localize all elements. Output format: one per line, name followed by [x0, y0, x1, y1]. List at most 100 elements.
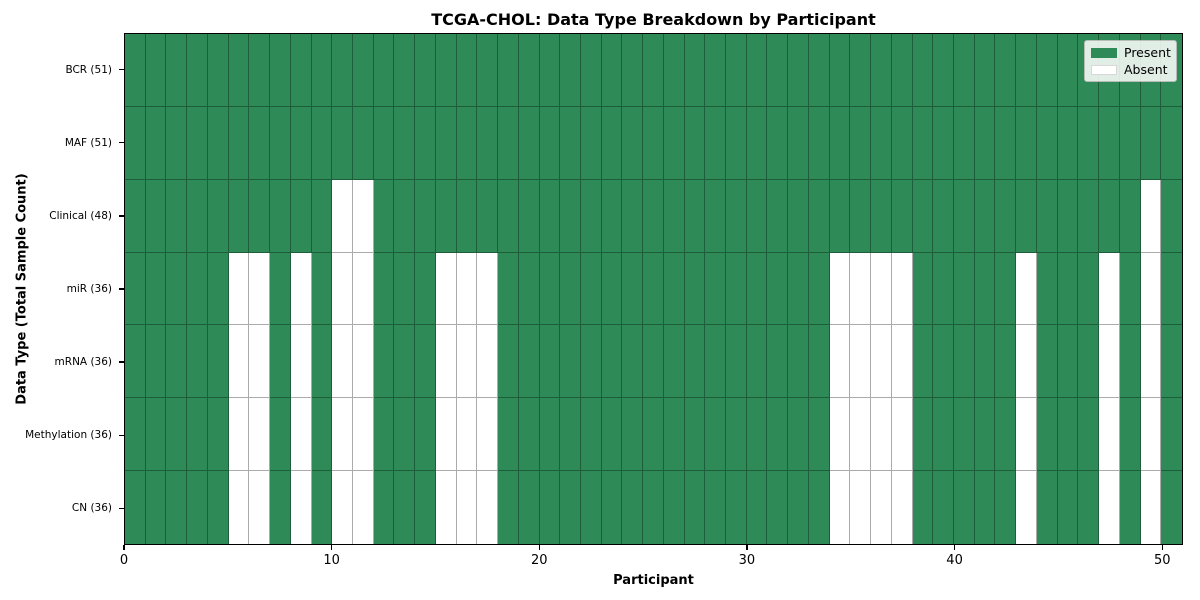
matrix-cell-Clinical-50: [1161, 179, 1182, 253]
matrix-cell-mRNA-41: [974, 325, 996, 399]
matrix-cell-BCR-39: [933, 34, 955, 107]
legend: Present Absent: [1084, 40, 1177, 82]
matrix-cell-Methylation-4: [207, 398, 229, 472]
matrix-cell-Clinical-45: [1057, 179, 1079, 253]
matrix-cell-miR-2: [166, 252, 188, 326]
matrix-cell-mRNA-23: [601, 325, 623, 399]
matrix-cell-Clinical-26: [663, 179, 685, 253]
matrix-cell-Methylation-48: [1119, 398, 1141, 472]
matrix-cell-CN-2: [166, 471, 188, 544]
matrix-cell-Methylation-24: [622, 398, 644, 472]
matrix-cell-Clinical-17: [477, 179, 499, 253]
matrix-cell-Methylation-21: [560, 398, 581, 472]
matrix-cell-MAF-16: [456, 106, 478, 180]
matrix-cell-mRNA-6: [249, 325, 271, 399]
matrix-cell-MAF-39: [933, 106, 955, 180]
y-tick-label: mRNA (36): [54, 356, 112, 369]
matrix-cell-MAF-1: [145, 106, 167, 180]
matrix-cell-miR-0: [125, 252, 146, 326]
matrix-cell-CN-8: [290, 471, 312, 544]
matrix-cell-BCR-7: [270, 34, 291, 107]
matrix-cell-BCR-32: [788, 34, 809, 107]
matrix-cell-mRNA-20: [539, 325, 561, 399]
matrix-cell-MAF-26: [663, 106, 685, 180]
matrix-cell-BCR-45: [1057, 34, 1079, 107]
y-tick-label: CN (36): [71, 502, 112, 515]
matrix-cell-mRNA-44: [1036, 325, 1058, 399]
x-axis-label: Participant: [613, 573, 694, 588]
matrix-cell-Clinical-42: [995, 179, 1017, 253]
matrix-cell-miR-5: [228, 252, 250, 326]
matrix-cell-BCR-38: [912, 34, 934, 107]
x-tick-mark: [123, 545, 125, 550]
matrix-cell-Clinical-13: [394, 179, 416, 253]
matrix-cell-Methylation-2: [166, 398, 188, 472]
matrix-cell-BCR-3: [187, 34, 208, 107]
matrix-cell-Methylation-32: [788, 398, 809, 472]
matrix-cell-MAF-47: [1099, 106, 1120, 180]
matrix-cell-miR-49: [1140, 252, 1162, 326]
matrix-cell-mRNA-37: [891, 325, 913, 399]
matrix-cell-Clinical-35: [850, 179, 872, 253]
matrix-cell-MAF-3: [187, 106, 208, 180]
matrix-cell-BCR-37: [891, 34, 913, 107]
matrix-cell-mRNA-43: [1016, 325, 1037, 399]
matrix-cell-mRNA-9: [311, 325, 333, 399]
matrix-cell-CN-36: [871, 471, 892, 544]
matrix-cell-BCR-12: [373, 34, 395, 107]
matrix-cell-mRNA-40: [954, 325, 975, 399]
matrix-cell-miR-1: [145, 252, 167, 326]
y-tick-mark: [119, 215, 124, 217]
x-tick-mark: [953, 545, 956, 550]
matrix-cell-CN-35: [850, 471, 872, 544]
matrix-cell-Methylation-26: [663, 398, 685, 472]
matrix-cell-Methylation-47: [1099, 398, 1120, 472]
matrix-cell-BCR-19: [518, 34, 540, 107]
matrix-cell-BCR-29: [726, 34, 747, 107]
matrix-cell-miR-34: [829, 252, 851, 326]
matrix-cell-MAF-13: [394, 106, 416, 180]
matrix-cell-Clinical-22: [580, 179, 602, 253]
matrix-cell-CN-31: [767, 471, 789, 544]
matrix-cell-CN-32: [788, 471, 809, 544]
matrix-cell-CN-47: [1099, 471, 1120, 544]
x-tick-label: 10: [323, 553, 340, 568]
matrix-cell-BCR-8: [290, 34, 312, 107]
matrix-cell-Methylation-6: [249, 398, 271, 472]
matrix-cell-mRNA-0: [125, 325, 146, 399]
matrix-cell-CN-9: [311, 471, 333, 544]
matrix-cell-CN-5: [228, 471, 250, 544]
matrix-cell-mRNA-3: [187, 325, 208, 399]
legend-label-present: Present: [1124, 45, 1171, 60]
matrix-cell-CN-41: [974, 471, 996, 544]
matrix-cell-MAF-37: [891, 106, 913, 180]
matrix-cell-CN-38: [912, 471, 934, 544]
matrix-cell-MAF-27: [684, 106, 706, 180]
matrix-cell-MAF-41: [974, 106, 996, 180]
matrix-cell-mRNA-15: [435, 325, 457, 399]
matrix-cell-Methylation-39: [933, 398, 955, 472]
matrix-cell-miR-13: [394, 252, 416, 326]
absent-swatch-icon: [1091, 64, 1117, 75]
matrix-cell-BCR-4: [207, 34, 229, 107]
matrix-cell-miR-10: [332, 252, 353, 326]
matrix-cell-MAF-0: [125, 106, 146, 180]
matrix-cell-Methylation-16: [456, 398, 478, 472]
matrix-cell-CN-46: [1078, 471, 1100, 544]
matrix-cell-mRNA-5: [228, 325, 250, 399]
matrix-cell-MAF-24: [622, 106, 644, 180]
matrix-cell-Clinical-25: [643, 179, 664, 253]
matrix-cell-Clinical-39: [933, 179, 955, 253]
matrix-cell-BCR-25: [643, 34, 664, 107]
matrix-cell-mRNA-47: [1099, 325, 1120, 399]
matrix-cell-CN-37: [891, 471, 913, 544]
matrix-cell-MAF-6: [249, 106, 271, 180]
matrix-cell-CN-48: [1119, 471, 1141, 544]
matrix-cell-Clinical-27: [684, 179, 706, 253]
matrix-cell-miR-15: [435, 252, 457, 326]
matrix-cell-CN-11: [352, 471, 374, 544]
matrix-cell-Clinical-21: [560, 179, 581, 253]
matrix-cell-Methylation-18: [498, 398, 519, 472]
x-tick-label: 20: [531, 553, 548, 568]
y-tick-mark: [119, 142, 124, 144]
